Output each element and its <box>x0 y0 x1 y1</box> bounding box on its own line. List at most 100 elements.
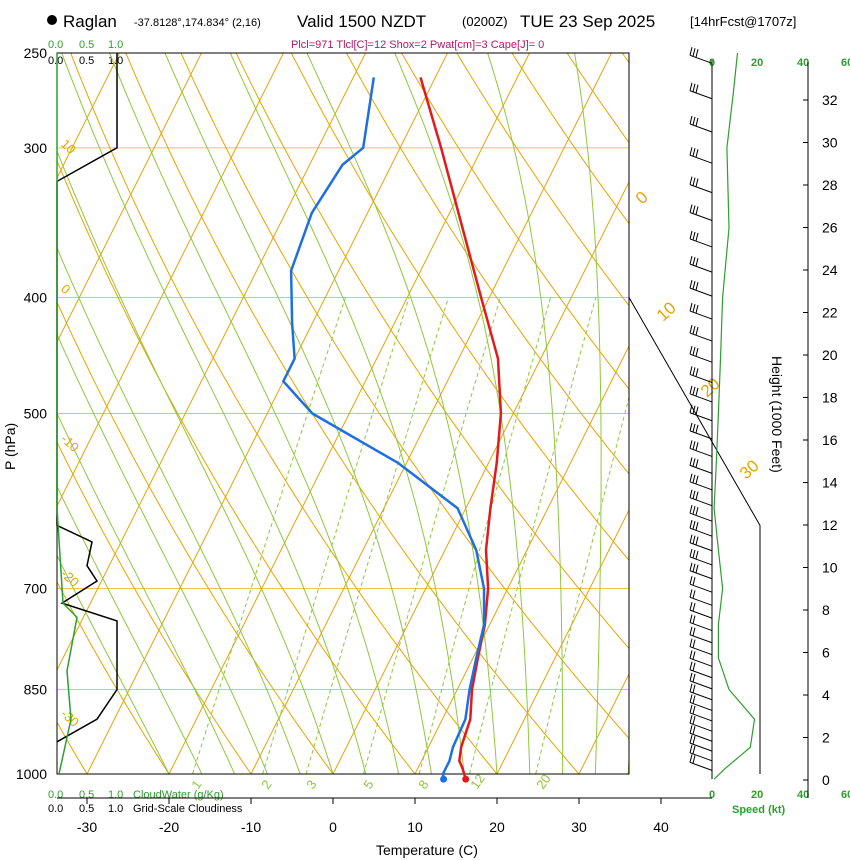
wind-barb-flag <box>689 638 693 647</box>
moist-adiabat-line <box>627 750 629 774</box>
dry-adiabat-line <box>788 53 850 784</box>
speed-ticks-bottom: 0 20 40 60 Speed (kt) <box>709 789 850 816</box>
wind-barb-flag <box>695 536 699 545</box>
wind-barb-shaft <box>689 752 713 762</box>
station-name: Raglan <box>63 12 117 31</box>
pressure-tick-label: 500 <box>24 406 48 422</box>
dry-adiabat-line <box>346 53 629 475</box>
wind-barb-shaft <box>689 596 713 606</box>
wind-barb-shaft <box>689 373 713 383</box>
wind-barb-flag <box>689 324 693 334</box>
wind-barb-icon <box>689 457 713 474</box>
speed-tick: 40 <box>797 789 809 801</box>
height-tick-label: 0 <box>822 772 830 788</box>
wind-barb-shaft <box>689 263 713 273</box>
wind-barb-flag <box>689 704 693 714</box>
pressure-tick-label: 400 <box>24 289 48 305</box>
wind-barb-flag <box>689 661 693 670</box>
wind-barb-flag <box>692 695 696 704</box>
temperature-label: 0 <box>58 281 73 297</box>
wind-barb-flag <box>692 458 696 467</box>
wind-barb-icon <box>689 520 713 537</box>
isotherm-label: 30 <box>736 456 763 483</box>
wind-barb-flag <box>692 651 696 660</box>
wind-barb-shaft <box>689 90 713 100</box>
wind-barb-icon <box>689 404 713 422</box>
wind-barb-shaft <box>689 154 713 164</box>
height-tick-label: 24 <box>822 262 838 278</box>
moist-adiabat-line <box>57 412 236 774</box>
wind-barb-flag <box>695 564 699 573</box>
wind-speed-line <box>713 52 756 780</box>
wind-barb-shaft <box>689 238 713 248</box>
speed-label: Speed (kt) <box>732 804 786 816</box>
wind-barb-flag <box>692 148 696 157</box>
height-tick-label: 2 <box>822 730 830 746</box>
wind-barb-flag <box>689 404 693 413</box>
wind-barb-flag <box>689 534 693 543</box>
height-tick-label: 20 <box>822 347 838 363</box>
dry-adiabat-line <box>57 300 334 774</box>
wind-barb-flag <box>692 441 696 450</box>
wind-barb-flag <box>692 577 696 586</box>
wind-barb-flag <box>692 83 696 92</box>
wind-barb-flag <box>695 258 699 267</box>
wind-barb-flag <box>689 715 693 724</box>
wind-barb-flag <box>689 694 693 703</box>
wind-barb-flag <box>692 662 696 671</box>
cloudiness-label: Grid-Scale Cloudiness <box>133 803 243 815</box>
wind-barb-flag <box>692 563 696 572</box>
wind-barb-flag <box>695 522 699 531</box>
height-tick-label: 8 <box>822 602 830 618</box>
wind-barb-icon <box>689 505 713 522</box>
wind-barb-shaft <box>689 701 713 711</box>
wind-barb-flag <box>692 490 696 499</box>
mixing-ratio-line <box>262 297 410 774</box>
wind-barb-shaft <box>689 287 713 297</box>
wind-barb-flag <box>692 506 696 515</box>
wind-barb-shaft <box>689 722 713 732</box>
wind-barb-flag <box>695 475 699 484</box>
wind-barb-shaft <box>689 212 713 221</box>
wind-barb-flag <box>692 673 696 682</box>
dewpoint-line <box>282 77 486 780</box>
wind-barb-flag <box>695 348 699 357</box>
wind-barb-flag <box>689 672 693 681</box>
isotherm-line <box>86 53 448 774</box>
wind-barb-flag <box>689 366 693 375</box>
wind-barb-flag <box>692 535 696 544</box>
wind-barb-flag <box>692 590 696 599</box>
dewpoint-surface-point <box>440 775 448 783</box>
wind-barb-shaft <box>689 691 713 701</box>
isotherm-line <box>250 53 612 774</box>
cloudiness-ticks-bottom: 0.0 0.5 1.0 Grid-Scale Cloudiness <box>48 803 243 815</box>
pressure-tick-label: 250 <box>24 45 48 61</box>
wind-barb-flag <box>689 754 693 763</box>
wind-barb-flag <box>692 325 696 335</box>
wind-barb-flag <box>695 406 699 415</box>
wind-barb-flag <box>689 230 693 240</box>
wind-barb-flag <box>692 627 696 636</box>
wind-barb-icon <box>689 638 713 656</box>
wind-barb-icon <box>689 614 713 632</box>
wind-barb-icon <box>689 385 713 403</box>
wind-barb-icon <box>689 176 713 194</box>
dry-adiabat-line <box>57 159 416 774</box>
wind-barb-shaft <box>689 669 713 679</box>
mixing-ratio-label: 8 <box>415 777 431 792</box>
wind-barb-flag <box>689 115 693 125</box>
wind-barb-flag <box>695 282 699 291</box>
wind-barb-shaft <box>689 732 713 742</box>
height-tick-label: 10 <box>822 560 838 576</box>
dry-adiabat-line <box>733 53 850 784</box>
wind-barb-icon <box>689 562 713 580</box>
isotherm-line <box>332 180 629 774</box>
speed-tick: 60 <box>841 789 850 801</box>
wind-barb-shaft <box>689 123 713 133</box>
wind-barb-shaft <box>689 184 713 194</box>
wind-barb-flag <box>695 117 699 127</box>
wind-barb-flag <box>695 232 699 242</box>
wind-barb-flag <box>689 735 693 744</box>
wind-barb-flag <box>689 589 693 598</box>
wind-barb-flag <box>689 82 693 91</box>
